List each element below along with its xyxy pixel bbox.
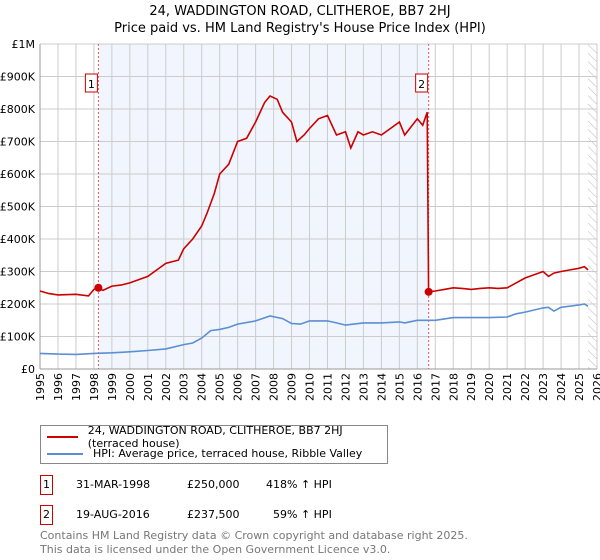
y-tick-label: £900K xyxy=(0,71,36,84)
y-tick-label: £300K xyxy=(0,266,36,279)
x-tick-label: 2026 xyxy=(591,373,600,401)
x-tick-label: 2001 xyxy=(142,373,155,401)
y-tick-label: £600K xyxy=(0,168,36,181)
y-tick-label: £400K xyxy=(0,233,36,246)
y-tick-label: £0 xyxy=(21,363,35,376)
x-tick-label: 2019 xyxy=(465,373,478,401)
chart-subtitle: Price paid vs. HM Land Registry's House … xyxy=(114,21,486,36)
marker-badge: 2 xyxy=(40,505,53,525)
x-tick-label: 2014 xyxy=(375,373,388,401)
legend-label: HPI: Average price, terraced house, Ribb… xyxy=(93,447,363,460)
footer-copyright: Contains HM Land Registry data © Crown c… xyxy=(40,529,468,542)
x-tick-label: 2004 xyxy=(196,373,209,401)
x-tick-label: 1997 xyxy=(70,373,83,401)
transaction-row: 2 19-AUG-2016 £237,500 59% ↑ HPI xyxy=(40,505,440,527)
x-tick-label: 2003 xyxy=(178,373,191,401)
legend-label: 24, WADDINGTON ROAD, CLITHEROE, BB7 2HJ … xyxy=(87,423,343,450)
transaction-date: 19-AUG-2016 xyxy=(76,508,150,521)
x-tick-label: 2016 xyxy=(411,373,424,401)
series-line xyxy=(39,95,589,297)
transaction-price: £237,500 xyxy=(187,508,240,521)
x-tick-label: 2002 xyxy=(160,373,173,401)
footer-licence: This data is licensed under the Open Gov… xyxy=(40,543,391,556)
sale-point xyxy=(424,287,433,296)
y-tick-label: £1M xyxy=(12,38,36,51)
x-tick-label: 1995 xyxy=(34,373,47,401)
legend: 24, WADDINGTON ROAD, CLITHEROE, BB7 2HJ … xyxy=(40,424,388,464)
x-tick-label: 2010 xyxy=(304,373,317,401)
marker-label: 2 xyxy=(418,78,425,91)
price-chart: 1995 1996 1997 1998 1999 2000 2001 2002 2003 2004… xyxy=(0,38,600,401)
x-tick-label: 2020 xyxy=(483,373,496,401)
transaction-row: 1 31-MAR-1998 £250,000 418% ↑ HPI xyxy=(40,475,440,497)
x-tick-label: 1996 xyxy=(52,373,65,401)
x-tick-label: 2005 xyxy=(214,373,227,401)
x-tick-label: 2017 xyxy=(429,373,442,401)
x-tick-label: 1998 xyxy=(88,373,101,401)
marker-badge: 1 xyxy=(40,475,53,495)
legend-swatch-red xyxy=(47,435,78,438)
x-tick-label: 2024 xyxy=(555,373,568,401)
x-tick-label: 2008 xyxy=(268,373,281,401)
legend-item-property: 24, WADDINGTON ROAD, CLITHEROE, BB7 2HJ … xyxy=(47,424,387,450)
transaction-price: £250,000 xyxy=(187,478,240,491)
transaction-date: 31-MAR-1998 xyxy=(76,478,151,491)
marker-label: 1 xyxy=(88,78,95,91)
x-tick-label: 2015 xyxy=(393,373,406,401)
chart-title: 24, WADDINGTON ROAD, CLITHEROE, BB7 2HJ xyxy=(149,4,451,19)
x-tick-label: 2025 xyxy=(573,373,586,401)
y-tick-label: £100K xyxy=(0,331,36,344)
legend-item-hpi: HPI: Average price, terraced house, Ribb… xyxy=(47,447,362,460)
x-tick-label: 2009 xyxy=(286,373,299,401)
x-tick-label: 2018 xyxy=(447,373,460,401)
y-tick-label: £200K xyxy=(0,298,36,311)
sale-point xyxy=(94,283,103,292)
x-tick-label: 2013 xyxy=(357,373,370,401)
x-tick-label: 2012 xyxy=(339,373,352,401)
series-line xyxy=(39,303,589,356)
transaction-hpi: 59% ↑ HPI xyxy=(273,508,332,521)
y-tick-label: £800K xyxy=(0,103,36,116)
x-tick-label: 2006 xyxy=(232,373,245,401)
marker-label-box xyxy=(415,73,429,93)
x-tick-label: 1999 xyxy=(106,373,119,401)
x-tick-label: 2022 xyxy=(519,373,532,401)
legend-swatch-blue xyxy=(47,452,83,455)
transaction-hpi: 418% ↑ HPI xyxy=(266,478,332,491)
x-tick-label: 2007 xyxy=(250,373,263,401)
x-tick-label: 2023 xyxy=(537,373,550,401)
x-tick-label: 2000 xyxy=(124,373,137,401)
x-tick-label: 2021 xyxy=(501,373,514,401)
x-tick-label: 2011 xyxy=(321,373,334,401)
marker-label-box xyxy=(84,73,98,93)
y-tick-label: £700K xyxy=(0,136,36,149)
y-tick-label: £500K xyxy=(0,201,36,214)
